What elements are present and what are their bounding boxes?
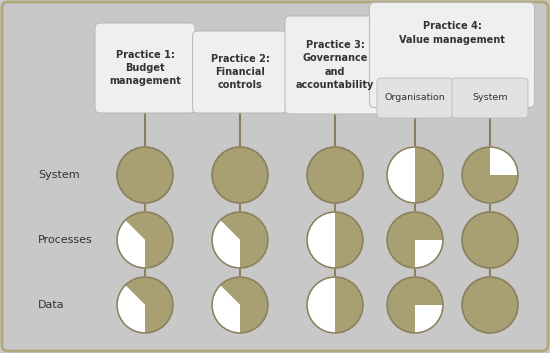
FancyBboxPatch shape xyxy=(95,23,195,113)
Circle shape xyxy=(307,277,363,333)
Wedge shape xyxy=(220,212,268,268)
Text: Organisation: Organisation xyxy=(384,94,446,102)
Wedge shape xyxy=(220,277,268,333)
Circle shape xyxy=(117,277,173,333)
Wedge shape xyxy=(212,220,240,268)
Wedge shape xyxy=(387,147,415,203)
Wedge shape xyxy=(307,277,335,333)
FancyBboxPatch shape xyxy=(452,78,528,118)
Wedge shape xyxy=(125,212,173,268)
Circle shape xyxy=(212,147,268,203)
Circle shape xyxy=(387,212,443,268)
Circle shape xyxy=(462,277,518,333)
Text: Practice 1:
Budget
management: Practice 1: Budget management xyxy=(109,50,181,86)
Text: System: System xyxy=(472,94,508,102)
Circle shape xyxy=(462,212,518,268)
Circle shape xyxy=(387,277,443,333)
FancyBboxPatch shape xyxy=(370,2,535,108)
Wedge shape xyxy=(117,220,145,268)
Wedge shape xyxy=(387,277,443,333)
Circle shape xyxy=(212,277,268,333)
Wedge shape xyxy=(117,285,145,333)
Wedge shape xyxy=(462,147,518,203)
Text: Processes: Processes xyxy=(38,235,93,245)
Wedge shape xyxy=(212,285,240,333)
Circle shape xyxy=(307,147,363,203)
Wedge shape xyxy=(335,277,363,333)
Circle shape xyxy=(462,212,518,268)
Circle shape xyxy=(462,147,518,203)
FancyBboxPatch shape xyxy=(192,31,288,113)
Circle shape xyxy=(117,147,173,203)
Text: Practice 3:
Governance
and
accountability: Practice 3: Governance and accountabilit… xyxy=(296,40,374,90)
Circle shape xyxy=(212,212,268,268)
Circle shape xyxy=(212,147,268,203)
Wedge shape xyxy=(415,147,443,203)
Circle shape xyxy=(307,212,363,268)
Wedge shape xyxy=(387,212,443,268)
Text: Data: Data xyxy=(38,300,65,310)
Circle shape xyxy=(387,147,443,203)
Wedge shape xyxy=(490,147,518,175)
Wedge shape xyxy=(125,277,173,333)
Wedge shape xyxy=(335,212,363,268)
Circle shape xyxy=(307,147,363,203)
Wedge shape xyxy=(415,240,443,268)
Text: Practice 2:
Financial
controls: Practice 2: Financial controls xyxy=(211,54,270,90)
Circle shape xyxy=(462,277,518,333)
Wedge shape xyxy=(415,305,443,333)
Wedge shape xyxy=(307,212,335,268)
Circle shape xyxy=(117,147,173,203)
FancyBboxPatch shape xyxy=(285,16,385,114)
Text: System: System xyxy=(38,170,80,180)
FancyBboxPatch shape xyxy=(377,78,453,118)
Circle shape xyxy=(117,212,173,268)
Text: Practice 4:
Value management: Practice 4: Value management xyxy=(399,22,505,44)
